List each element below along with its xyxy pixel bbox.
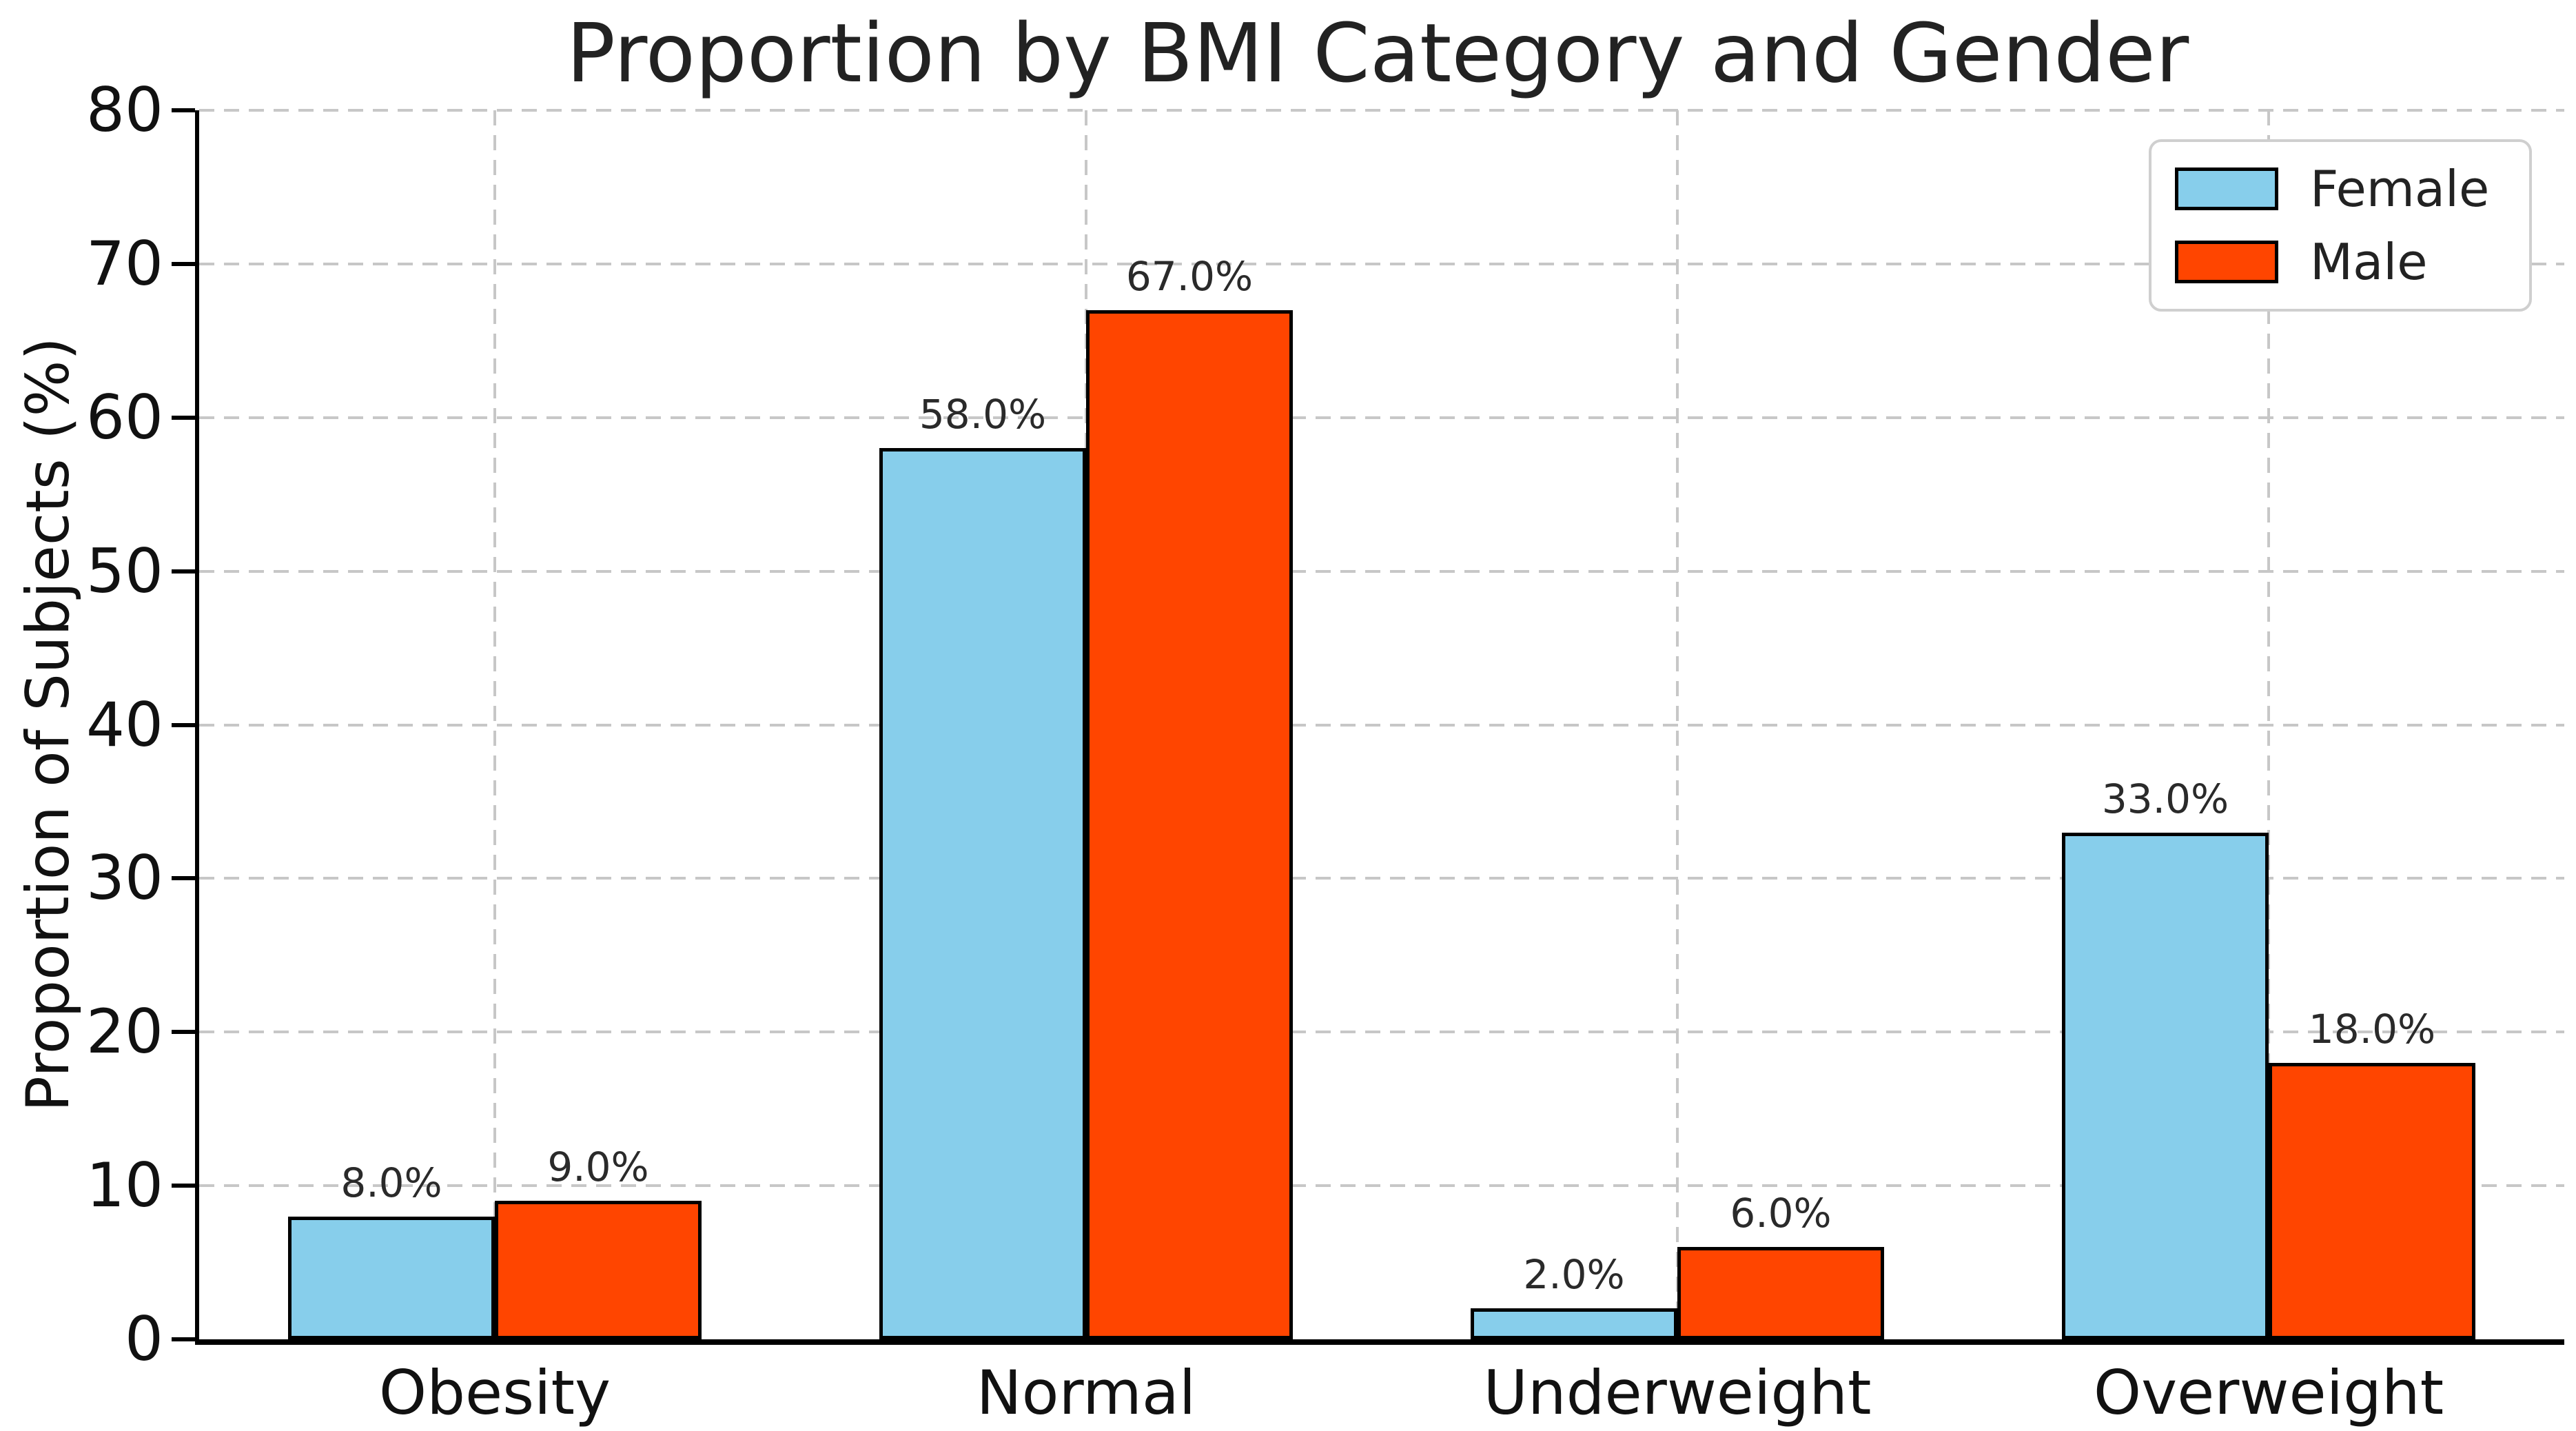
chart-title: Proportion by BMI Category and Gender	[566, 6, 2189, 101]
y-tick-mark	[172, 1184, 195, 1188]
x-tick-label: Underweight	[1483, 1357, 1872, 1428]
gridline-horizontal	[199, 1184, 2564, 1188]
legend-label: Male	[2310, 233, 2428, 291]
gridline-horizontal	[199, 109, 2564, 112]
bar-male-underweight	[1677, 1247, 1884, 1339]
y-tick-label: 40	[86, 689, 163, 760]
bar-value-label: 6.0%	[1730, 1190, 1832, 1237]
legend-item-male: Male	[2175, 237, 2506, 287]
bar-value-label: 8.0%	[340, 1159, 442, 1206]
y-tick-mark	[172, 569, 195, 574]
legend: Female Male	[2149, 139, 2532, 312]
gridline-horizontal	[199, 723, 2564, 727]
legend-swatch-female	[2175, 168, 2278, 210]
x-tick-label: Overweight	[2093, 1357, 2444, 1428]
y-tick-label: 20	[86, 996, 163, 1068]
gridline-vertical	[2267, 110, 2270, 1339]
bar-male-obesity	[495, 1201, 702, 1339]
y-tick-mark	[172, 108, 195, 112]
gridline-vertical	[493, 110, 496, 1339]
legend-item-female: Female	[2175, 164, 2506, 214]
bar-female-normal	[879, 448, 1086, 1339]
y-tick-label: 70	[86, 227, 163, 299]
x-tick-label: Obesity	[378, 1357, 611, 1428]
bar-value-label: 9.0%	[547, 1144, 649, 1191]
x-tick-label: Normal	[976, 1357, 1196, 1428]
bar-female-overweight	[2062, 832, 2269, 1339]
gridline-vertical	[1676, 110, 1679, 1339]
y-tick-label: 80	[86, 74, 163, 145]
y-tick-label: 60	[86, 381, 163, 453]
y-tick-label: 50	[86, 535, 163, 607]
y-tick-label: 10	[86, 1150, 163, 1221]
bar-female-obesity	[288, 1216, 495, 1339]
plot-area: 0 10 20 30 40 50 60 70 80 8.0% 9.0% Obesity 58.0% 67.…	[86, 79, 2564, 1426]
gridline-horizontal	[199, 262, 2564, 265]
bar-value-label: 58.0%	[919, 391, 1047, 438]
y-tick-mark	[172, 876, 195, 881]
y-tick-label: 0	[125, 1303, 163, 1374]
gridline-horizontal	[199, 416, 2564, 419]
y-tick-mark	[172, 261, 195, 266]
y-tick-label: 30	[86, 842, 163, 914]
legend-swatch-male	[2175, 241, 2278, 283]
bar-value-label: 2.0%	[1523, 1251, 1625, 1299]
y-tick-mark	[172, 415, 195, 420]
bar-value-label: 18.0%	[2308, 1005, 2436, 1053]
y-tick-mark	[172, 722, 195, 727]
y-tick-mark	[172, 1030, 195, 1035]
gridline-horizontal	[199, 569, 2564, 573]
bar-value-label: 67.0%	[1125, 252, 1254, 300]
gridline-horizontal	[199, 1031, 2564, 1034]
bar-value-label: 33.0%	[2101, 775, 2229, 822]
y-tick-mark	[172, 1337, 195, 1341]
bar-female-underweight	[1471, 1308, 1677, 1339]
bar-male-normal	[1086, 309, 1293, 1339]
gridline-horizontal	[199, 877, 2564, 880]
bar-male-overweight	[2269, 1062, 2475, 1339]
legend-label: Female	[2310, 160, 2490, 218]
